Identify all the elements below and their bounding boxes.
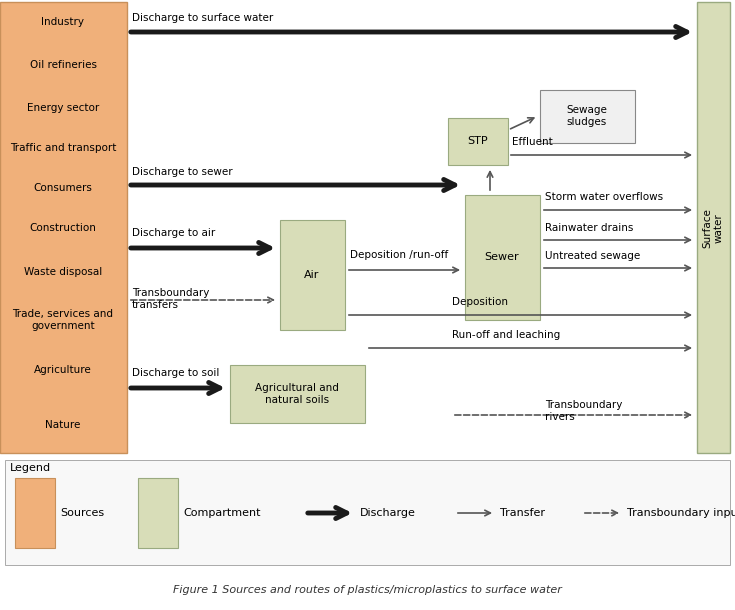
Text: Trade, services and
government: Trade, services and government — [12, 309, 113, 331]
FancyBboxPatch shape — [0, 2, 127, 453]
Text: Transfer: Transfer — [500, 508, 545, 518]
FancyBboxPatch shape — [15, 478, 55, 548]
Text: Storm water overflows: Storm water overflows — [545, 192, 663, 202]
Text: Oil refineries: Oil refineries — [29, 60, 96, 70]
Text: Sources: Sources — [60, 508, 104, 518]
FancyBboxPatch shape — [465, 195, 540, 320]
Text: Transboundary
transfers: Transboundary transfers — [132, 288, 209, 310]
FancyBboxPatch shape — [138, 478, 178, 548]
Text: Untreated sewage: Untreated sewage — [545, 251, 640, 261]
Text: Air: Air — [304, 270, 320, 280]
Text: Run-off and leaching: Run-off and leaching — [452, 330, 560, 340]
FancyBboxPatch shape — [697, 2, 730, 453]
Text: Agricultural and
natural soils: Agricultural and natural soils — [255, 383, 339, 405]
Text: Sewage
sludges: Sewage sludges — [567, 105, 607, 127]
Text: Sewer: Sewer — [484, 252, 520, 262]
FancyBboxPatch shape — [280, 220, 345, 330]
Text: Surface
water: Surface water — [702, 208, 724, 248]
Text: Discharge to sewer: Discharge to sewer — [132, 167, 232, 177]
Text: Traffic and transport: Traffic and transport — [10, 143, 116, 153]
Text: Discharge to soil: Discharge to soil — [132, 368, 219, 378]
Text: Construction: Construction — [29, 223, 96, 233]
Text: Agriculture: Agriculture — [34, 365, 92, 375]
Text: Effluent: Effluent — [512, 137, 553, 147]
Text: Deposition /run-off: Deposition /run-off — [350, 250, 448, 260]
Text: Nature: Nature — [46, 420, 81, 430]
Text: Deposition: Deposition — [452, 297, 508, 307]
Text: Transboundary
rivers: Transboundary rivers — [545, 400, 623, 422]
Text: Discharge: Discharge — [360, 508, 416, 518]
FancyBboxPatch shape — [540, 90, 635, 143]
Text: Energy sector: Energy sector — [27, 103, 99, 113]
Text: Discharge to surface water: Discharge to surface water — [132, 13, 273, 23]
FancyBboxPatch shape — [5, 460, 730, 565]
FancyBboxPatch shape — [448, 118, 508, 165]
Text: Discharge to air: Discharge to air — [132, 228, 215, 238]
Text: Transboundary input: Transboundary input — [627, 508, 735, 518]
FancyBboxPatch shape — [230, 365, 365, 423]
Text: Waste disposal: Waste disposal — [24, 267, 102, 277]
Text: STP: STP — [467, 136, 488, 146]
Text: Figure 1 Sources and routes of plastics/microplastics to surface water: Figure 1 Sources and routes of plastics/… — [173, 585, 562, 595]
Text: Rainwater drains: Rainwater drains — [545, 223, 634, 233]
Text: Consumers: Consumers — [34, 183, 93, 193]
Text: Industry: Industry — [41, 17, 85, 27]
Text: Legend: Legend — [10, 463, 51, 473]
Text: Compartment: Compartment — [183, 508, 260, 518]
